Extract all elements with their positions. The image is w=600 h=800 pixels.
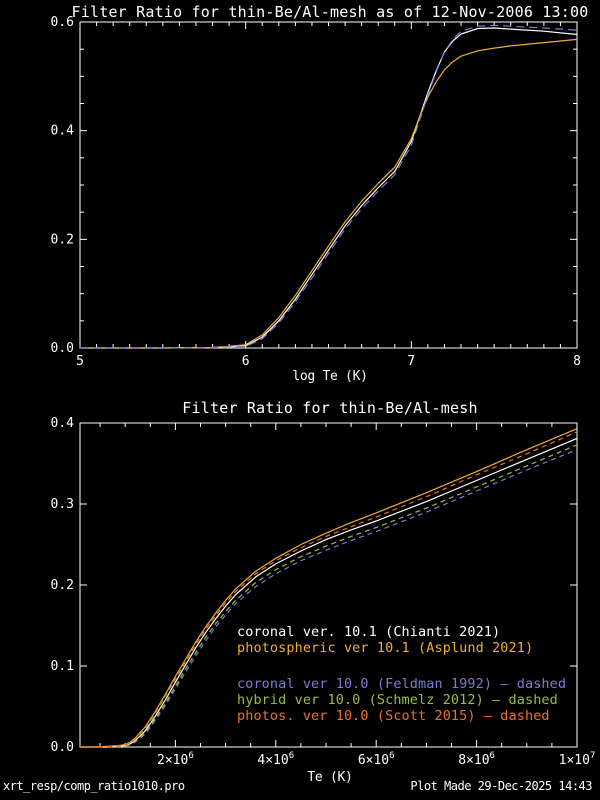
y-tick-label: 0.0 bbox=[51, 341, 74, 356]
x-tick-label: 6×106 bbox=[358, 751, 395, 768]
legend-entry-coronal-100: coronal ver 10.0 (Feldman 1992) — dashed bbox=[237, 676, 567, 692]
legend-entry-photospheric-101: photospheric ver 10.1 (Asplund 2021) bbox=[237, 640, 534, 656]
y-tick-label: 0.1 bbox=[51, 659, 74, 674]
y-tick-label: 0.4 bbox=[51, 416, 75, 431]
y-tick-label: 0.2 bbox=[51, 232, 74, 247]
footer-procedure-path: xrt_resp/comp_ratio1010.pro bbox=[3, 779, 185, 793]
chart-0-series-1 bbox=[80, 38, 578, 349]
x-tick-label: 5 bbox=[76, 354, 84, 369]
chart-0-frame bbox=[79, 21, 578, 349]
y-tick-label: 0.0 bbox=[51, 740, 74, 755]
legend-entry-hybrid-100: hybrid ver 10.0 (Schmelz 2012) — dashed bbox=[237, 692, 558, 708]
x-tick-label: 6 bbox=[242, 354, 250, 369]
x-tick-label: 8 bbox=[573, 354, 581, 369]
bottom-chart-title: Filter Ratio for thin-Be/Al-mesh bbox=[182, 399, 478, 417]
legend-entry-coronal-101: coronal ver. 10.1 (Chianti 2021) bbox=[237, 624, 501, 640]
x-tick-label: 1×107 bbox=[559, 751, 596, 768]
top-chart-title: Filter Ratio for thin-Be/Al-mesh as of 1… bbox=[71, 3, 589, 21]
footer-plot-made-timestamp: Plot Made 29-Dec-2025 14:43 bbox=[410, 779, 592, 793]
chart-1-series-4 bbox=[80, 431, 578, 748]
y-tick-label: 0.3 bbox=[51, 497, 74, 512]
bottom-chart-xaxis-title: Te (K) bbox=[307, 770, 353, 785]
y-tick-label: 0.2 bbox=[51, 578, 74, 593]
x-tick-label: 8×106 bbox=[458, 751, 495, 768]
top-chart-xaxis-title: log Te (K) bbox=[292, 369, 368, 384]
legend-entry-photos-100: photos. ver 10.0 (Scott 2015) — dashed bbox=[237, 708, 550, 724]
y-tick-label: 0.4 bbox=[51, 124, 75, 139]
chart-0-series-2 bbox=[80, 24, 578, 349]
chart-0-series-0 bbox=[80, 27, 578, 349]
chart-1-series-3 bbox=[80, 444, 578, 748]
y-tick-label: 0.6 bbox=[51, 15, 74, 30]
x-tick-label: 7 bbox=[407, 354, 415, 369]
x-tick-label: 2×106 bbox=[157, 751, 194, 768]
x-tick-label: 4×106 bbox=[257, 751, 294, 768]
